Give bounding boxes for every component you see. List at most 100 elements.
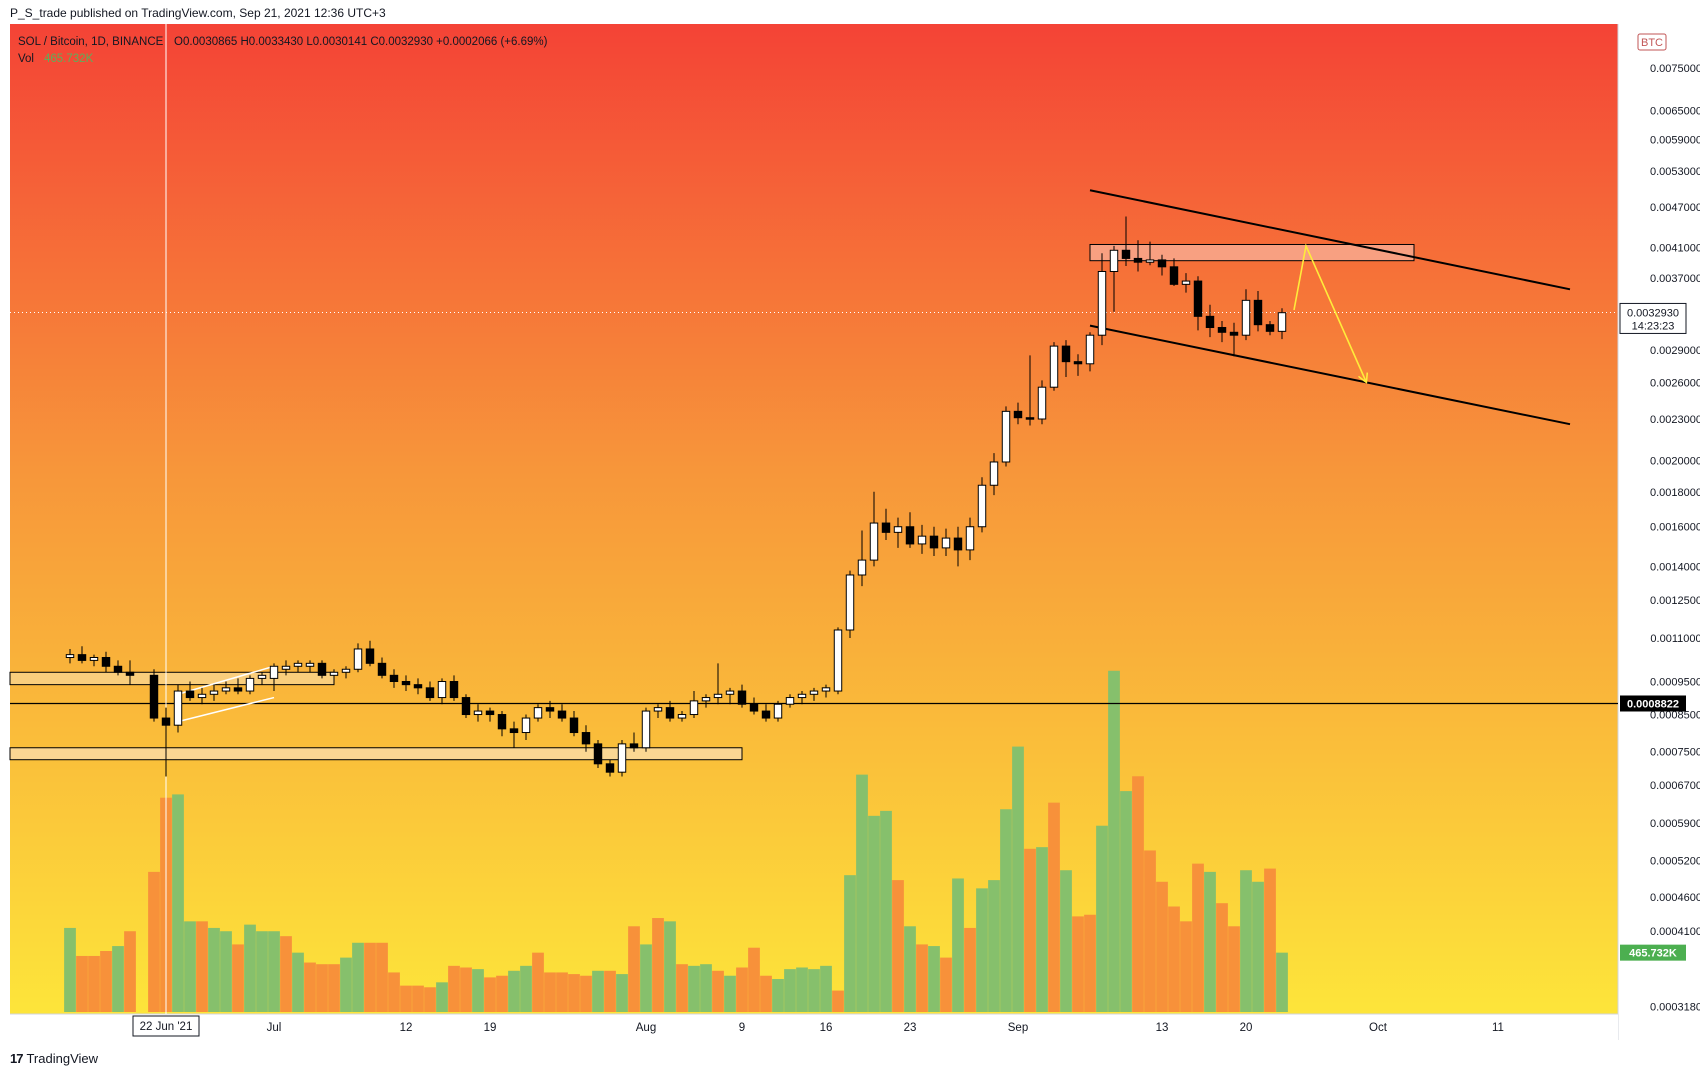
volume-bar xyxy=(1072,916,1084,1012)
candle-body xyxy=(881,522,891,533)
candle-body xyxy=(833,629,843,692)
support-zone[interactable] xyxy=(9,747,743,761)
volume-bar xyxy=(220,931,232,1012)
candle-body xyxy=(461,697,471,716)
plot-background xyxy=(10,24,1618,1014)
volume-bar xyxy=(472,969,484,1012)
volume-bar xyxy=(736,967,748,1012)
volume-bar xyxy=(868,815,880,1012)
volume-bar xyxy=(1276,952,1288,1012)
volume-bar xyxy=(952,878,964,1012)
volume-bar xyxy=(880,810,892,1012)
time-axis[interactable]: Jul 12 19 Aug 9 16 23 Sep 13 20 Oct 11 22 Jun '21 xyxy=(132,1015,1504,1037)
candle-body xyxy=(1061,345,1071,363)
volume-bar xyxy=(700,964,712,1012)
volume-bar xyxy=(484,977,496,1012)
price-tick-label: 0.0004600 xyxy=(1650,892,1700,904)
volume-bar xyxy=(892,880,904,1012)
volume-bar xyxy=(1144,850,1156,1012)
volume-bar xyxy=(100,951,112,1012)
volume-bar xyxy=(1264,868,1276,1012)
flag-line[interactable] xyxy=(177,665,275,696)
volume-bar xyxy=(1240,870,1252,1012)
volume-bar xyxy=(568,974,580,1012)
volume-bar xyxy=(844,875,856,1012)
price-tick-label: 0.0003180 xyxy=(1650,1001,1700,1013)
time-tick-label: 16 xyxy=(820,1022,833,1034)
currency-badge-box[interactable] xyxy=(1637,33,1667,51)
volume-bar xyxy=(1000,809,1012,1012)
resistance-zone[interactable] xyxy=(1089,243,1415,262)
candle-body xyxy=(965,526,975,551)
candle-body xyxy=(725,690,735,695)
volume-bar xyxy=(904,926,916,1012)
candle-body xyxy=(1217,327,1227,333)
time-tick-label: 23 xyxy=(904,1022,917,1034)
channel-upper-line[interactable] xyxy=(1089,189,1571,291)
price-tick-label: 0.0053000 xyxy=(1650,166,1700,178)
candle-body xyxy=(233,687,243,692)
projection-arrow[interactable] xyxy=(1293,243,1366,382)
candle-body xyxy=(353,648,363,670)
price-axis[interactable]: 0.0075000 0.0065000 0.0059000 0.0053000 0.00… xyxy=(1619,63,1700,1013)
volume-bar xyxy=(112,946,124,1012)
volume-bar xyxy=(1252,881,1264,1012)
currency-badge[interactable]: BTC xyxy=(1641,37,1663,49)
channel-lower-line[interactable] xyxy=(1089,324,1571,426)
volume-bar xyxy=(928,946,940,1012)
price-tick-label: 0.0007500 xyxy=(1650,747,1700,759)
volume-bar xyxy=(640,944,652,1012)
crosshair-date-label: 22 Jun '21 xyxy=(140,1021,193,1033)
volume-bar xyxy=(508,970,520,1012)
volume-bar xyxy=(724,975,736,1012)
candle-body xyxy=(1025,417,1035,420)
candle-body xyxy=(293,662,303,667)
time-tick-label: 11 xyxy=(1492,1022,1504,1034)
candle-body xyxy=(389,674,399,683)
volume-bar xyxy=(1156,881,1168,1012)
price-tick-label: 0.0065000 xyxy=(1650,106,1700,118)
candle-body xyxy=(413,684,423,689)
volume-bar xyxy=(1084,914,1096,1012)
time-tick-label: Jul xyxy=(267,1022,282,1034)
volume-bar xyxy=(124,931,136,1012)
volume-bar xyxy=(1012,746,1024,1012)
flag-line[interactable] xyxy=(177,696,275,723)
candle-body xyxy=(905,526,915,545)
tradingview-footer[interactable]: 17 TradingView xyxy=(10,1048,98,1068)
volume-bar xyxy=(556,972,568,1012)
volume-bar xyxy=(676,964,688,1012)
hline-price-badge xyxy=(1620,695,1686,712)
volume-bar xyxy=(712,970,724,1012)
candle-body xyxy=(1037,386,1047,420)
volume-bar xyxy=(64,927,76,1012)
price-tick-label: 0.0059000 xyxy=(1650,134,1700,146)
price-tick-label: 0.0009500 xyxy=(1650,677,1700,689)
time-tick-label: Aug xyxy=(636,1022,656,1034)
price-tick-label: 0.0012500 xyxy=(1650,595,1700,607)
candle-body xyxy=(1193,280,1203,317)
candle-body xyxy=(65,654,75,659)
candle-body xyxy=(821,687,831,692)
volume-bar xyxy=(964,927,976,1012)
volume-bar xyxy=(1168,906,1180,1012)
candle-body xyxy=(773,703,783,719)
candle-body xyxy=(713,693,723,699)
volume-bar xyxy=(496,975,508,1012)
candle-body xyxy=(809,690,819,695)
candle-body xyxy=(257,674,267,679)
time-tick-label: 19 xyxy=(484,1022,497,1034)
candle-body xyxy=(701,697,711,702)
candle-body xyxy=(1169,266,1179,285)
volume-bar xyxy=(856,774,868,1012)
small-zone[interactable] xyxy=(9,671,335,686)
volume-bar xyxy=(1024,848,1036,1012)
volume-bar xyxy=(796,967,808,1012)
candle-body xyxy=(1241,299,1251,336)
price-tick-label: 0.0029000 xyxy=(1650,345,1700,357)
volume-badge-label: 465.732K xyxy=(1629,948,1677,960)
current-price-badge xyxy=(1619,302,1687,334)
time-tick-label: 20 xyxy=(1240,1022,1253,1034)
volume-bar xyxy=(172,794,184,1012)
